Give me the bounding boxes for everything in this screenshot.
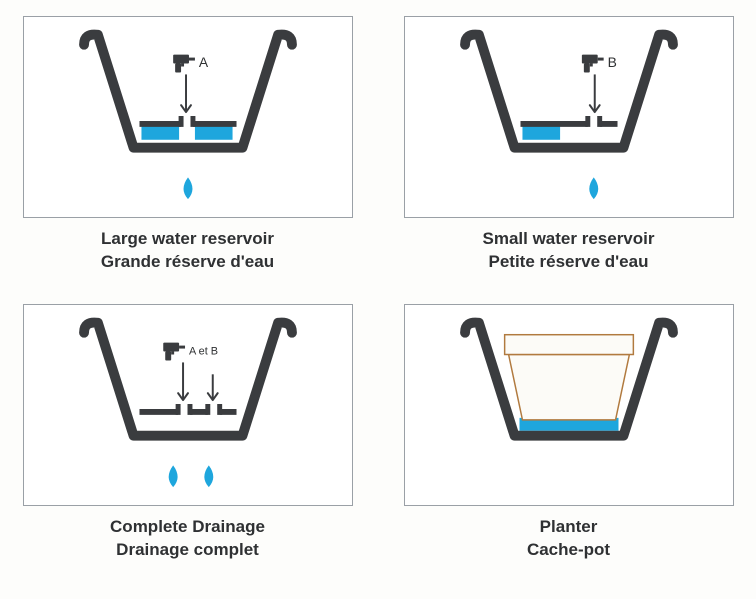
svg-text:A et B: A et B — [188, 345, 217, 357]
svg-text:B: B — [607, 54, 616, 70]
panel-planter — [404, 304, 734, 506]
diagram-grid: A Large water reservoir Grande réserve d… — [16, 16, 740, 562]
cell-planter: Planter Cache-pot — [397, 304, 740, 562]
caption-fr: Grande réserve d'eau — [101, 252, 274, 271]
caption-small-reservoir: Small water reservoir Petite réserve d'e… — [483, 228, 655, 274]
panel-complete-drainage: A et B — [23, 304, 353, 506]
caption-large-reservoir: Large water reservoir Grande réserve d'e… — [101, 228, 274, 274]
caption-planter: Planter Cache-pot — [527, 516, 610, 562]
caption-fr: Petite réserve d'eau — [489, 252, 649, 271]
cell-large-reservoir: A Large water reservoir Grande réserve d… — [16, 16, 359, 274]
caption-en: Small water reservoir — [483, 229, 655, 248]
caption-en: Large water reservoir — [101, 229, 274, 248]
svg-text:A: A — [198, 54, 208, 70]
panel-small-reservoir: B — [404, 16, 734, 218]
panel-large-reservoir: A — [23, 16, 353, 218]
caption-complete-drainage: Complete Drainage Drainage complet — [110, 516, 265, 562]
cell-small-reservoir: B Small water reservoir Petite réserve d… — [397, 16, 740, 274]
caption-en: Planter — [540, 517, 598, 536]
cell-complete-drainage: A et B Complete Drainage Drainage comple… — [16, 304, 359, 562]
caption-en: Complete Drainage — [110, 517, 265, 536]
caption-fr: Cache-pot — [527, 540, 610, 559]
caption-fr: Drainage complet — [116, 540, 259, 559]
